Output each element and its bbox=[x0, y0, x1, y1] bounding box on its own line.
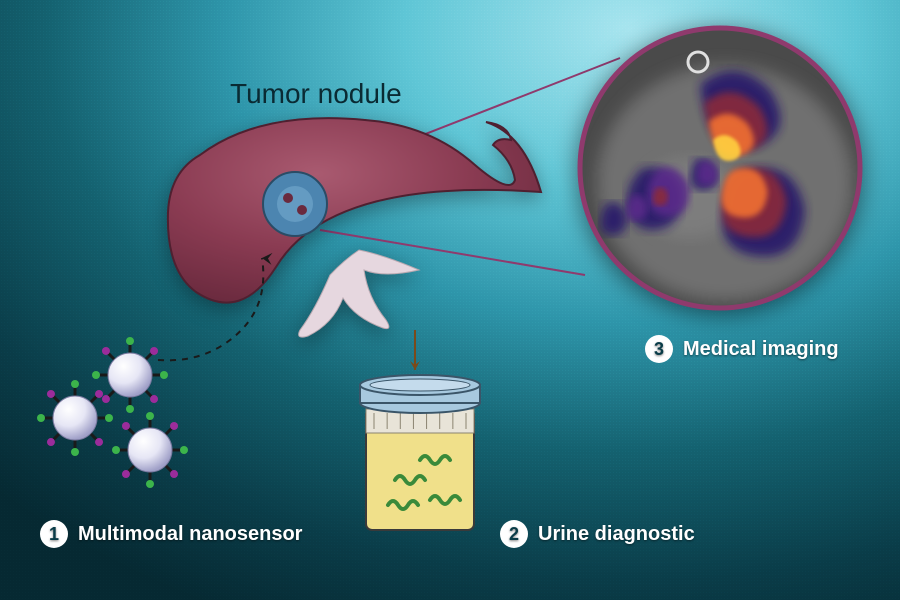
step-badge-icon: 2 bbox=[500, 520, 528, 548]
infographic-stage: Tumor nodule bbox=[0, 0, 900, 600]
step-text: Medical imaging bbox=[683, 338, 839, 361]
medical-scan-icon bbox=[0, 0, 900, 600]
step-label: 2 Urine diagnostic bbox=[500, 520, 695, 548]
step-text: Multimodal nanosensor bbox=[78, 523, 302, 546]
step-badge-icon: 1 bbox=[40, 520, 68, 548]
step-text: Urine diagnostic bbox=[538, 523, 695, 546]
step-label: 3 Medical imaging bbox=[645, 335, 839, 363]
step-label: 1 Multimodal nanosensor bbox=[40, 520, 302, 548]
step-badge-icon: 3 bbox=[645, 335, 673, 363]
